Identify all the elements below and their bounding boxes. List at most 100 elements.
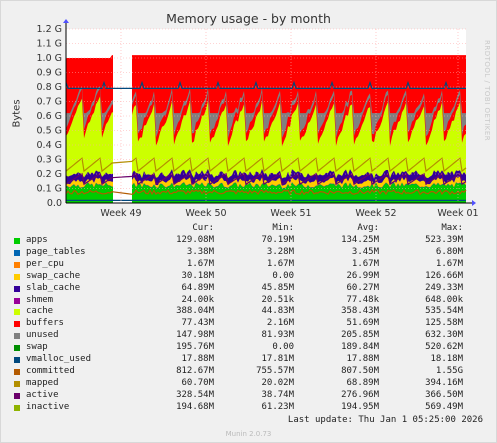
legend-swatch bbox=[14, 285, 20, 292]
legend-avg-value: 205.85M bbox=[341, 330, 379, 341]
legend-cur-value: 812.67M bbox=[176, 365, 214, 376]
legend-name: page_tables bbox=[26, 246, 86, 257]
y-tick-label: 0.5 G bbox=[37, 126, 63, 137]
legend-name: swap_cache bbox=[26, 270, 81, 281]
legend-cur-value: 195.76M bbox=[176, 342, 214, 353]
legend-max-value: 1.67M bbox=[435, 258, 463, 269]
legend-cur-value: 17.88M bbox=[181, 354, 214, 364]
legend-min-value: 0.00 bbox=[272, 270, 294, 281]
legend-min-value: 2.16M bbox=[266, 318, 294, 329]
legend-min-value: 81.93M bbox=[261, 330, 294, 341]
legend-avg-value: 77.48k bbox=[346, 294, 379, 305]
legend-min-value: 3.28M bbox=[266, 246, 294, 257]
legend-header-avg: Avg: bbox=[357, 223, 379, 233]
legend-min-value: 20.02M bbox=[261, 377, 294, 388]
y-tick-label: 0.6 G bbox=[37, 111, 63, 122]
legend-avg-value: 194.95M bbox=[341, 401, 379, 412]
legend-row-buffers: buffers 77.43M 2.16M 51.69M 125.58M bbox=[14, 318, 494, 330]
legend-min-value: 38.74M bbox=[261, 389, 294, 400]
legend-max-value: 535.54M bbox=[425, 306, 463, 317]
legend-avg-value: 134.25M bbox=[341, 235, 379, 245]
legend-max-value: 648.00k bbox=[425, 294, 463, 305]
legend-min-value: 44.83M bbox=[261, 306, 294, 317]
y-tick-label: 0.3 G bbox=[37, 155, 63, 166]
legend-max-value: 1.55G bbox=[435, 365, 463, 376]
legend-name: inactive bbox=[26, 401, 70, 412]
line-mapped bbox=[65, 188, 467, 196]
legend-name: shmem bbox=[26, 294, 54, 305]
legend-avg-value: 60.27M bbox=[346, 282, 379, 293]
legend-swatch bbox=[14, 357, 20, 363]
legend-row-active: active 328.54M 38.74M 276.96M 366.50M bbox=[14, 390, 494, 402]
legend-swatch bbox=[14, 261, 20, 268]
rrdtool-watermark: RRDTOOL / TOBI OETIKER bbox=[483, 40, 491, 142]
legend-avg-value: 17.88M bbox=[346, 354, 379, 364]
legend-swatch bbox=[14, 404, 20, 411]
x-tick-label: Week 50 bbox=[185, 208, 226, 219]
legend-name: per_cpu bbox=[26, 258, 64, 269]
y-axis-arrow bbox=[63, 19, 69, 23]
legend-min-value: 1.67M bbox=[266, 258, 294, 269]
legend-row-swap: swap 195.76M 0.00 189.84M 520.62M bbox=[14, 342, 494, 354]
legend-avg-value: 276.96M bbox=[341, 389, 379, 400]
legend-cur-value: 24.00k bbox=[181, 294, 214, 305]
y-tick-label: 0.7 G bbox=[37, 97, 63, 108]
legend-name: cache bbox=[26, 306, 54, 317]
legend-swatch bbox=[14, 273, 20, 280]
legend-name: buffers bbox=[26, 318, 64, 329]
legend-cur-value: 64.89M bbox=[181, 282, 214, 293]
legend-row-page_tables: page_tables 3.38M 3.28M 3.45M 6.80M bbox=[14, 247, 494, 259]
legend-cur-value: 77.43M bbox=[181, 318, 214, 329]
legend-cur-value: 147.98M bbox=[176, 330, 214, 341]
legend-max-value: 18.18M bbox=[430, 354, 463, 364]
legend-swatch bbox=[14, 345, 20, 352]
line-active bbox=[65, 157, 467, 173]
legend-min-value: 45.85M bbox=[261, 282, 294, 293]
legend-name: apps bbox=[26, 235, 48, 245]
legend-max-value: 520.62M bbox=[425, 342, 463, 353]
legend-row-apps: apps 129.08M 70.19M 134.25M 523.39M bbox=[14, 235, 494, 247]
legend-swatch bbox=[14, 380, 20, 387]
legend-max-value: 394.16M bbox=[425, 377, 463, 388]
legend-name: unused bbox=[26, 330, 59, 341]
legend-name: vmalloc_used bbox=[26, 354, 92, 364]
y-tick-label: 0.9 G bbox=[37, 68, 63, 79]
legend-cur-value: 388.04M bbox=[176, 306, 214, 317]
y-tick-label: 0.0 bbox=[47, 198, 62, 209]
legend-header-max: Max: bbox=[441, 223, 463, 233]
legend-swatch bbox=[14, 368, 20, 375]
legend-avg-value: 3.45M bbox=[351, 246, 379, 257]
legend-max-value: 632.30M bbox=[425, 330, 463, 341]
y-tick-label: 1.0 G bbox=[37, 53, 63, 64]
y-tick-label: 0.2 G bbox=[37, 169, 63, 180]
legend-name: swap bbox=[26, 342, 48, 353]
legend-cur-value: 328.54M bbox=[176, 389, 214, 400]
legend-swatch bbox=[14, 333, 20, 340]
legend-row-unused: unused 147.98M 81.93M 205.85M 632.30M bbox=[14, 330, 494, 342]
legend-avg-value: 358.43M bbox=[341, 306, 379, 317]
chart-plot: 0.0 0.1 G 0.2 G 0.3 G 0.4 G 0.5 G 0.6 G 0.7 G 0.… bbox=[37, 19, 479, 219]
legend-row-inactive: inactive 194.68M 61.23M 194.95M 569.49M bbox=[14, 402, 494, 414]
x-tick-label: Week 51 bbox=[270, 208, 311, 219]
legend-name: active bbox=[26, 389, 59, 400]
legend-min-value: 61.23M bbox=[261, 401, 294, 412]
legend-cur-value: 30.18M bbox=[181, 270, 214, 281]
legend-header-min: Min: bbox=[272, 223, 294, 233]
legend-name: committed bbox=[26, 365, 75, 376]
legend-swatch bbox=[14, 249, 20, 256]
legend-cur-value: 1.67M bbox=[186, 258, 214, 269]
legend-avg-value: 51.69M bbox=[346, 318, 379, 329]
legend-cur-value: 3.38M bbox=[186, 246, 214, 257]
munin-version: Munin 2.0.73 bbox=[225, 430, 272, 438]
y-tick-label: 0.4 G bbox=[37, 140, 63, 151]
legend-row-per_cpu: per_cpu 1.67M 1.67M 1.67M 1.67M bbox=[14, 259, 494, 271]
legend-min-value: 20.51k bbox=[261, 294, 294, 305]
legend-cur-value: 194.68M bbox=[176, 401, 214, 412]
legend-swatch bbox=[14, 321, 20, 328]
legend-max-value: 125.58M bbox=[425, 318, 463, 329]
y-tick-label: 1.1 G bbox=[37, 39, 63, 50]
legend-max-value: 523.39M bbox=[425, 235, 463, 245]
legend-name: slab_cache bbox=[26, 282, 81, 293]
legend-min-value: 755.57M bbox=[256, 365, 294, 376]
legend-avg-value: 26.99M bbox=[346, 270, 379, 281]
